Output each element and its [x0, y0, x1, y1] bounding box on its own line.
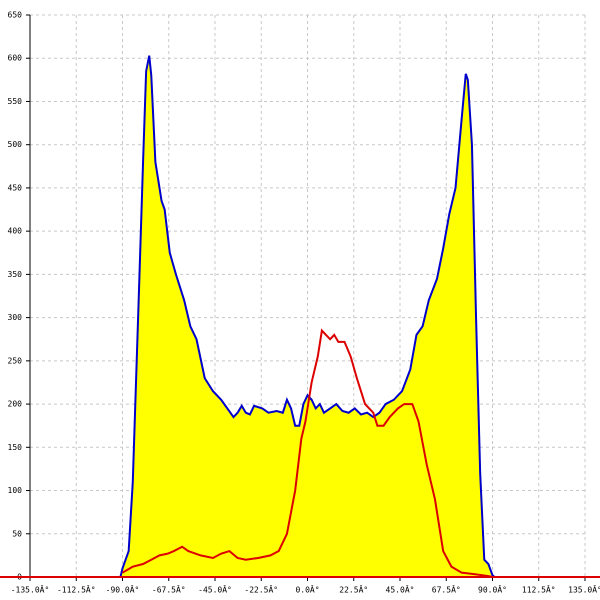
x-tick-label: -67.5Â° [152, 584, 186, 595]
y-tick-label: 650 [8, 11, 23, 20]
y-tick-label: 550 [8, 97, 23, 106]
x-tick-label: -22.5Â° [244, 584, 278, 595]
x-tick-label: 67.5Â° [432, 584, 461, 595]
x-tick-label: 22.5Â° [339, 584, 368, 595]
x-tick-label: -135.0Â° [11, 584, 50, 595]
area [120, 55, 495, 578]
y-tick-label: 400 [8, 227, 23, 236]
y-tick-label: 600 [8, 54, 23, 63]
y-tick-label: 450 [8, 183, 23, 192]
y-tick-label: 350 [8, 270, 23, 279]
x-tick-label: 112.5Â° [522, 584, 556, 595]
y-tick-label: 250 [8, 356, 23, 365]
y-tick-label: 500 [8, 140, 23, 149]
x-tick-label: 0.0Â° [295, 584, 319, 595]
x-tick-label: 135.0Â° [568, 584, 600, 595]
y-tick-label: 200 [8, 400, 23, 409]
x-tick-label: 90.0Â° [478, 584, 507, 595]
y-tick-label: 50 [12, 529, 22, 538]
y-tick-label: 300 [8, 313, 23, 322]
x-tick-label: 45.0Â° [386, 584, 415, 595]
y-tick-label: 100 [8, 486, 23, 495]
x-tick-label: -90.0Â° [106, 584, 140, 595]
line [119, 55, 496, 578]
x-tick-label: -112.5Â° [57, 584, 96, 595]
line [121, 328, 493, 578]
y-tick-label: 150 [8, 443, 23, 452]
x-tick-label: -45.0Â° [198, 584, 232, 595]
